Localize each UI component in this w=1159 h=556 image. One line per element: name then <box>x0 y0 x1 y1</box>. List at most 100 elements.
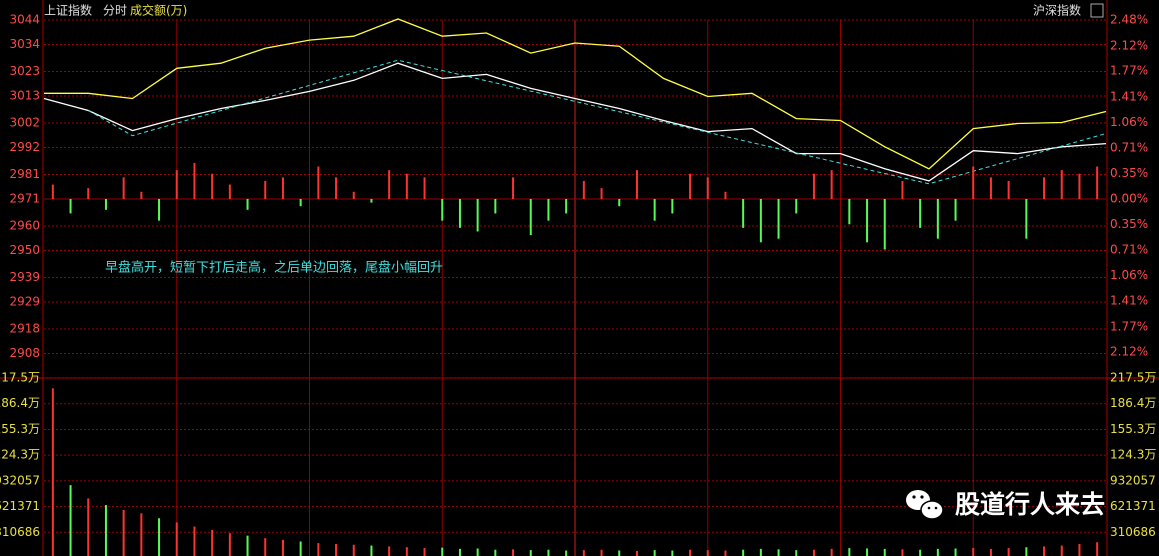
volume-bar <box>1043 546 1046 556</box>
y-tick-label: 2992 <box>9 140 40 154</box>
strength-bar <box>246 199 249 210</box>
volume-tick-label: 310686 <box>1110 525 1156 539</box>
strength-bar <box>476 199 479 232</box>
strength-bar <box>175 170 178 199</box>
volume-tick-label: 124.3万 <box>1110 448 1156 462</box>
volume-bar <box>777 549 780 556</box>
volume-bar <box>317 543 320 556</box>
strength-bar <box>1078 173 1081 199</box>
strength-bar <box>635 170 638 199</box>
y-tick-label: 2918 <box>9 321 40 335</box>
strength-bar <box>69 199 72 214</box>
volume-bar <box>175 522 178 556</box>
index-name[interactable]: 上证指数 <box>44 3 92 18</box>
y2-tick-label: 0.71% <box>1110 140 1148 154</box>
strength-bar <box>1043 177 1046 199</box>
strength-bar <box>777 199 780 239</box>
strength-bar <box>600 188 603 199</box>
y-tick-label: 3002 <box>9 115 40 129</box>
volume-bar <box>104 505 107 556</box>
annotation: 早盘高开，短暂下打后走高，之后单边回落，尾盘小幅回升 <box>105 260 443 276</box>
y-tick-label: 2939 <box>9 270 40 284</box>
strength-bar <box>724 191 727 199</box>
strength-bar <box>883 199 886 250</box>
volume-bar <box>1007 548 1010 556</box>
volume-bar <box>281 539 284 556</box>
strength-bar <box>281 177 284 199</box>
y2-tick-label: 0.00% <box>1110 192 1148 206</box>
volume-bar <box>901 549 904 556</box>
switch-icon[interactable] <box>1090 3 1104 18</box>
strength-bar <box>1025 199 1028 239</box>
strength-bar <box>689 173 692 199</box>
y2-tick-label: 1.06% <box>1110 115 1148 129</box>
y-tick-label: 2981 <box>9 167 40 181</box>
strength-bar <box>388 170 391 199</box>
strength-bar <box>972 166 975 199</box>
strength-bar <box>423 177 426 199</box>
y-tick-label: 2971 <box>9 192 40 206</box>
strength-bar <box>158 199 161 221</box>
volume-bar <box>671 550 674 556</box>
volume-bar <box>441 547 444 556</box>
volume-tick-label: 217.5万 <box>0 371 40 385</box>
volume-tick-label: 186.4万 <box>1110 396 1156 410</box>
y2-tick-label: 2.48% <box>1110 13 1148 27</box>
volume-tick-label: 155.3万 <box>0 422 40 436</box>
volume-bar <box>919 549 922 556</box>
volume-bar <box>795 550 798 556</box>
watermark: 股道行人来去 <box>955 490 1105 519</box>
volume-bar <box>989 548 992 556</box>
strength-bar <box>795 199 798 214</box>
volume-bar <box>582 550 585 556</box>
strength-bar <box>582 180 585 199</box>
volume-bar <box>335 543 338 556</box>
strength-bar <box>830 170 833 199</box>
volume-tick-label: 621371 <box>1110 499 1156 513</box>
y-tick-label: 3013 <box>9 89 40 103</box>
volume-bar <box>689 549 692 556</box>
strength-bar <box>193 162 196 199</box>
strength-bar <box>547 199 550 221</box>
strength-bar <box>458 199 461 228</box>
volume-bar <box>246 535 249 556</box>
volume-bar <box>140 513 143 556</box>
strength-bar <box>370 199 373 203</box>
volume-bar <box>565 550 568 556</box>
strength-bar <box>405 173 408 199</box>
volume-tick-label: 186.4万 <box>0 396 40 410</box>
strength-bar <box>512 177 515 199</box>
strength-bar <box>1060 170 1063 199</box>
y2-tick-label: 0.71% <box>1110 243 1148 257</box>
strength-bar <box>299 199 302 207</box>
strength-bar <box>565 199 568 214</box>
strength-bar <box>936 199 939 239</box>
strength-bar <box>618 199 621 207</box>
volume-bar <box>388 546 391 556</box>
volume-bar <box>1096 542 1099 556</box>
volume-bar <box>972 548 975 556</box>
strength-bar <box>317 166 320 199</box>
strength-bar <box>441 199 444 221</box>
volume-bar <box>954 548 957 556</box>
volume-bar <box>706 550 709 556</box>
mode[interactable]: 分时 <box>103 4 127 18</box>
strength-bar <box>87 188 90 199</box>
y2-tick-label: 2.12% <box>1110 38 1148 52</box>
y2-tick-label: 1.41% <box>1110 90 1148 104</box>
volume-bar <box>122 510 125 556</box>
volume-bar <box>1060 545 1063 556</box>
volume-bar <box>87 498 90 556</box>
volume-bar <box>653 550 656 556</box>
volume-bar <box>866 548 869 556</box>
strength-bar <box>866 199 869 243</box>
volume-bar <box>193 526 196 556</box>
strength-bar <box>122 177 125 199</box>
volume-bar <box>547 549 550 556</box>
indicator[interactable]: 成交额(万) <box>130 3 187 18</box>
switch-button[interactable]: 沪深指数 <box>1033 3 1081 18</box>
strength-bar <box>653 199 656 221</box>
strength-bar <box>51 184 54 199</box>
volume-bar <box>370 545 373 556</box>
